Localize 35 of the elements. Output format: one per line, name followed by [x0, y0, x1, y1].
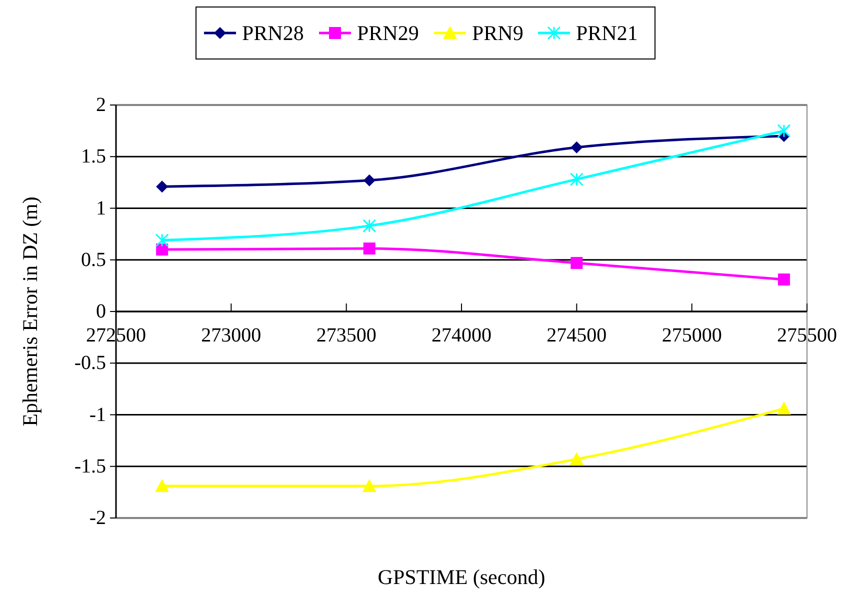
point: [155, 478, 170, 492]
y-tick-label: -2: [89, 507, 106, 529]
y-tick-label: -1: [89, 404, 106, 426]
y-axis-title: Ephemeris Error in DZ (m): [18, 196, 42, 426]
legend-label: PRN9: [472, 21, 524, 45]
point: [777, 124, 791, 138]
point: [570, 141, 583, 154]
y-tick-label: 0: [96, 300, 106, 322]
x-tick-label: 273000: [201, 324, 262, 346]
point: [155, 234, 169, 248]
point: [776, 402, 791, 415]
x-axis-title: GPSTIME (second): [378, 565, 546, 589]
x-tick-label: 275000: [662, 324, 722, 346]
point: [778, 273, 790, 286]
legend-label: PRN21: [576, 21, 638, 45]
legend-label: PRN28: [242, 21, 304, 45]
y-tick-label: 1.5: [81, 146, 106, 168]
y-tick-label: 2: [96, 94, 106, 116]
point: [570, 172, 584, 186]
y-tick-label: 0.5: [81, 248, 106, 271]
x-tick-label: 275500: [777, 324, 837, 346]
point: [363, 242, 376, 255]
point: [362, 478, 376, 492]
legend-label: PRN29: [357, 21, 419, 45]
point: [570, 256, 583, 269]
point: [362, 219, 376, 233]
point: [363, 174, 376, 186]
y-tick-label: -1.5: [74, 455, 106, 478]
x-tick-label: 274000: [432, 324, 492, 346]
y-tick-label: 1: [96, 197, 106, 220]
point: [570, 452, 584, 466]
x-tick-label: 273500: [316, 324, 376, 346]
y-tick-label: -0.5: [74, 352, 106, 374]
point: [156, 180, 168, 193]
x-tick-label: 274500: [546, 324, 607, 346]
